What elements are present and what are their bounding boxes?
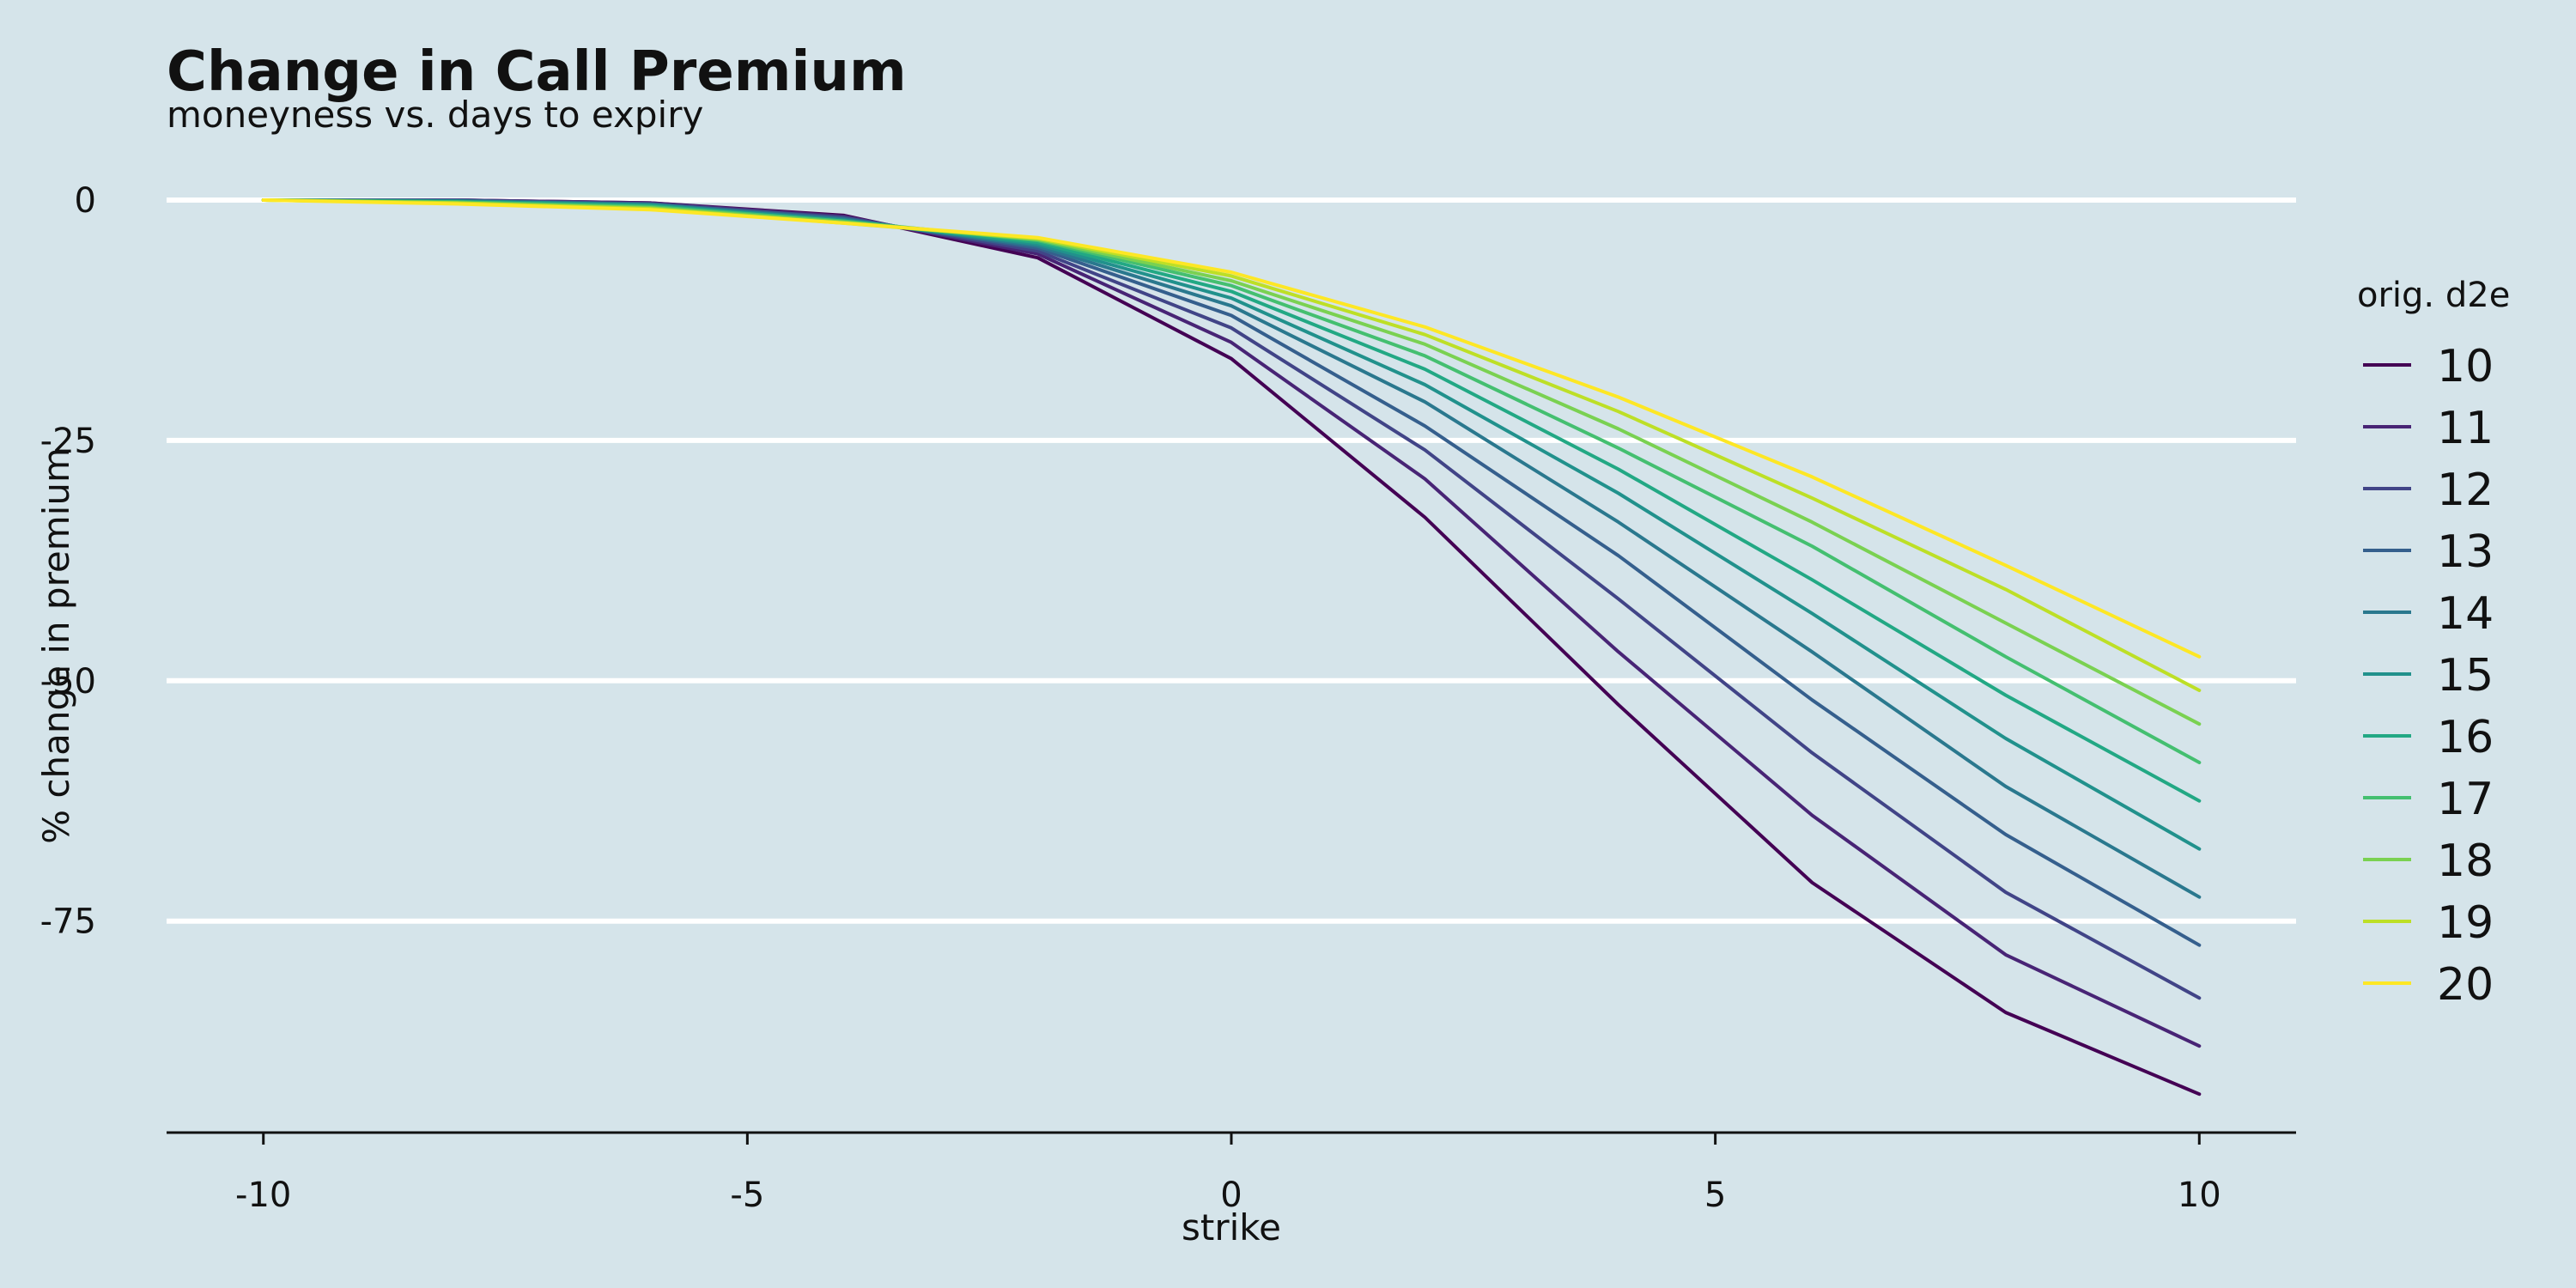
chart-subtitle: moneyness vs. days to expiry: [167, 94, 703, 136]
x-tick-label: 10: [2178, 1176, 2221, 1215]
chart-title: Change in Call Premium: [167, 40, 907, 104]
y-tick-label: 0: [75, 181, 96, 221]
series-lines: [261, 198, 2202, 1097]
legend-label-19: 19: [2437, 897, 2494, 949]
y-tick-label: -25: [40, 422, 96, 461]
y-axis-ticks: 0 -25 -50 -75: [40, 181, 96, 942]
y-tick-label: -50: [40, 662, 96, 702]
legend-label-14: 14: [2437, 588, 2494, 640]
legend-label-15: 15: [2437, 650, 2494, 702]
x-tick-label: 0: [1220, 1176, 1242, 1215]
legend-label-11: 11: [2437, 403, 2494, 454]
x-tick-label: -10: [235, 1176, 291, 1215]
x-axis: -10 -5 0 5 10: [167, 1131, 2296, 1215]
y-tick-label: -75: [40, 902, 96, 942]
y-axis-title: % change in premium: [35, 447, 77, 844]
legend-label-13: 13: [2437, 526, 2494, 578]
legend-label-16: 16: [2437, 712, 2494, 763]
legend-title: orig. d2e: [2357, 276, 2510, 315]
legend-label-12: 12: [2437, 465, 2494, 516]
legend-label-18: 18: [2437, 835, 2494, 887]
series-line-20: [261, 198, 2202, 659]
legend-label-17: 17: [2437, 774, 2494, 825]
legend-label-20: 20: [2437, 959, 2494, 1011]
x-axis-title: strike: [1182, 1206, 1281, 1249]
legend-label-10: 10: [2437, 341, 2494, 392]
x-tick-label: -5: [730, 1176, 764, 1215]
x-tick-label: 5: [1704, 1176, 1726, 1215]
legend: orig. d2e 10 11 12 13 14 15 16 17 18 19 20: [2357, 276, 2510, 1011]
